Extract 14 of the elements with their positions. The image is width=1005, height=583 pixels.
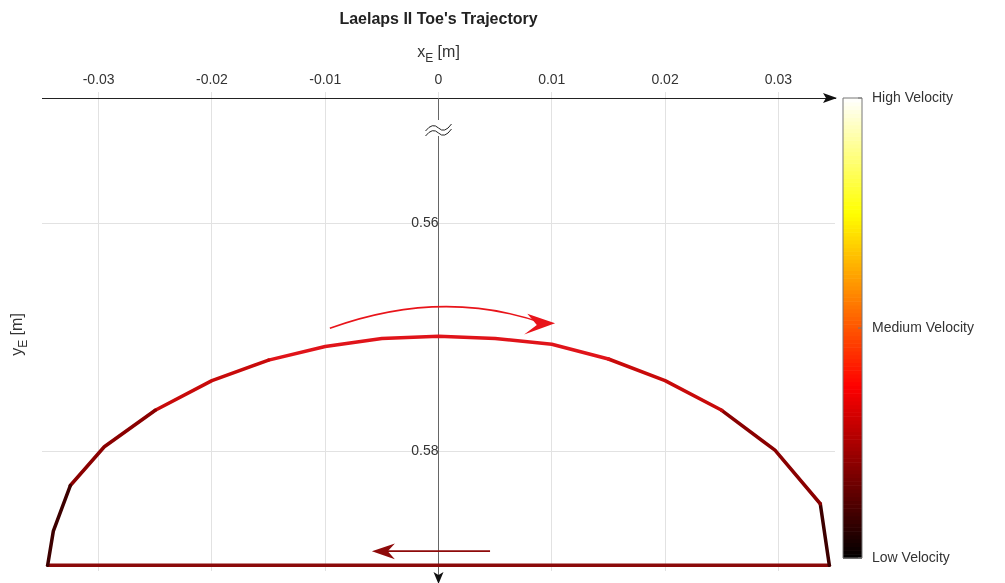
color-bar-label: Medium Velocity (872, 318, 974, 335)
color-bar-label: Low Velocity (872, 548, 950, 565)
x-tick-label: -0.03 (82, 71, 115, 88)
x-tick-label: 0.01 (538, 71, 566, 88)
x-tick-label: 0.02 (651, 71, 679, 88)
x-tick-label: -0.02 (195, 71, 229, 88)
x-tick-label: 0.03 (764, 71, 793, 88)
chart-title: Laelaps II Toe's Trajectory (339, 10, 538, 28)
y-axis-title: yE [m] (8, 313, 30, 356)
color-bar-label: High Velocity (872, 88, 953, 105)
x-tick-label: 0 (434, 71, 443, 88)
y-tick-label: 0.58 (411, 442, 439, 459)
x-tick-label: -0.01 (309, 71, 342, 88)
y-tick-label: 0.56 (411, 214, 439, 231)
